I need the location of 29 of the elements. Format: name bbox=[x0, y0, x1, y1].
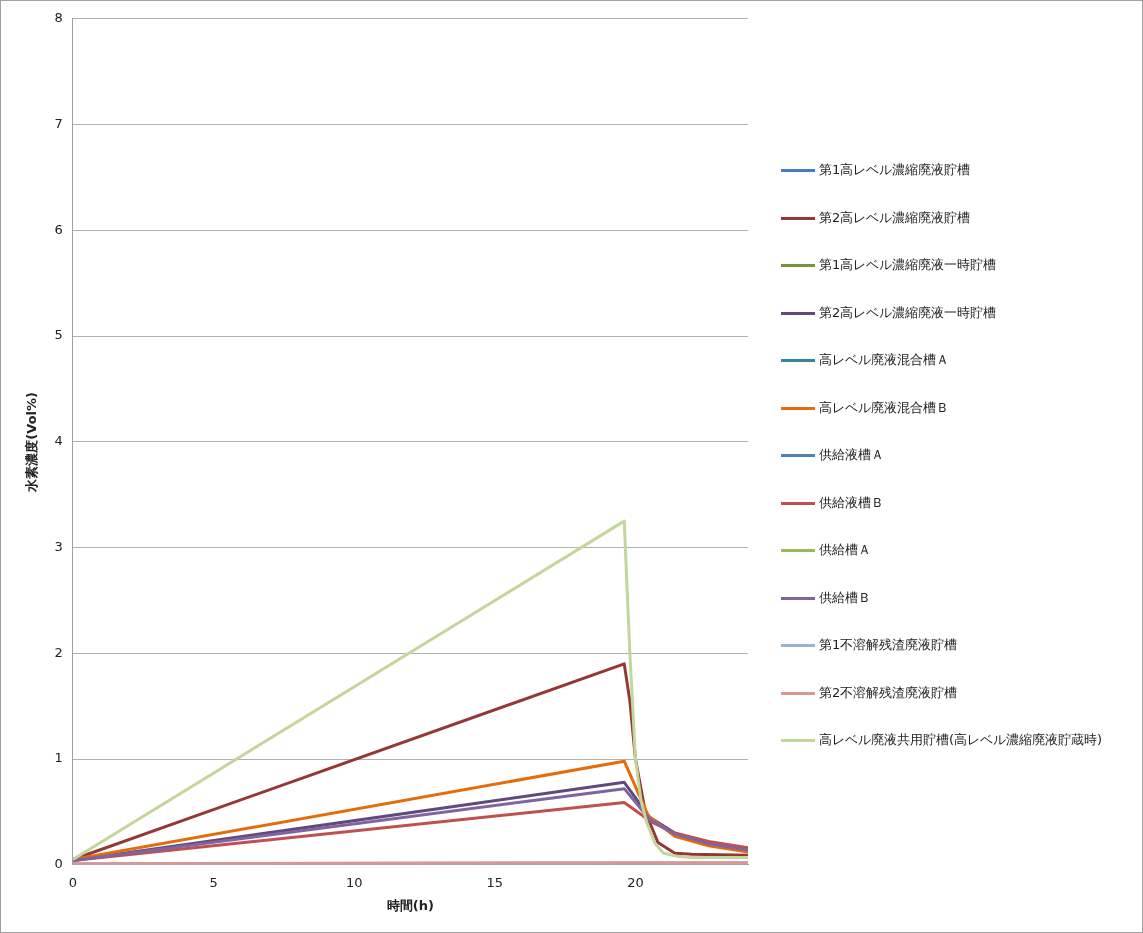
y-tick-label: 1 bbox=[54, 750, 63, 766]
y-tick-label: 0 bbox=[54, 856, 63, 872]
y-tick-label: 6 bbox=[54, 221, 63, 237]
y-axis-title: 水素濃度(Vol%) bbox=[24, 391, 40, 493]
legend-label: 第2不溶解残渣廃液貯槽 bbox=[819, 683, 958, 702]
x-tick-label: 5 bbox=[209, 874, 218, 890]
x-tick-label: 0 bbox=[68, 874, 78, 890]
y-tick-label: 5 bbox=[54, 327, 63, 343]
legend-label: 供給槽Ａ bbox=[819, 541, 871, 559]
y-tick-label: 3 bbox=[54, 538, 63, 554]
legend-label: 高レベル廃液共用貯槽(高レベル濃縮廃液貯蔵時) bbox=[819, 731, 1103, 749]
legend-label: 第2高レベル濃縮廃液一時貯槽 bbox=[819, 303, 997, 322]
x-tick-label: 10 bbox=[345, 874, 363, 890]
legend-label: 供給槽Ｂ bbox=[819, 588, 871, 607]
y-tick-label: 7 bbox=[54, 115, 63, 131]
y-tick-label: 4 bbox=[54, 433, 63, 449]
x-tick-label: 15 bbox=[486, 874, 504, 890]
legend-label: 第1不溶解残渣廃液貯槽 bbox=[819, 636, 958, 654]
legend-label: 高レベル廃液混合槽Ａ bbox=[819, 351, 949, 369]
x-axis-title: 時間(h) bbox=[386, 897, 435, 913]
legend-label: 高レベル廃液混合槽Ｂ bbox=[819, 398, 949, 417]
legend-label: 第1高レベル濃縮廃液一時貯槽 bbox=[819, 256, 997, 274]
x-tick-label: 20 bbox=[627, 874, 644, 890]
y-tick-label: 2 bbox=[54, 644, 63, 660]
y-tick-label: 8 bbox=[54, 10, 63, 26]
legend-label: 供給液槽Ａ bbox=[819, 446, 884, 464]
legend-label: 供給液槽Ｂ bbox=[819, 493, 884, 512]
legend-label: 第2高レベル濃縮廃液貯槽 bbox=[819, 208, 971, 227]
legend-label: 第1高レベル濃縮廃液貯槽 bbox=[819, 161, 971, 179]
